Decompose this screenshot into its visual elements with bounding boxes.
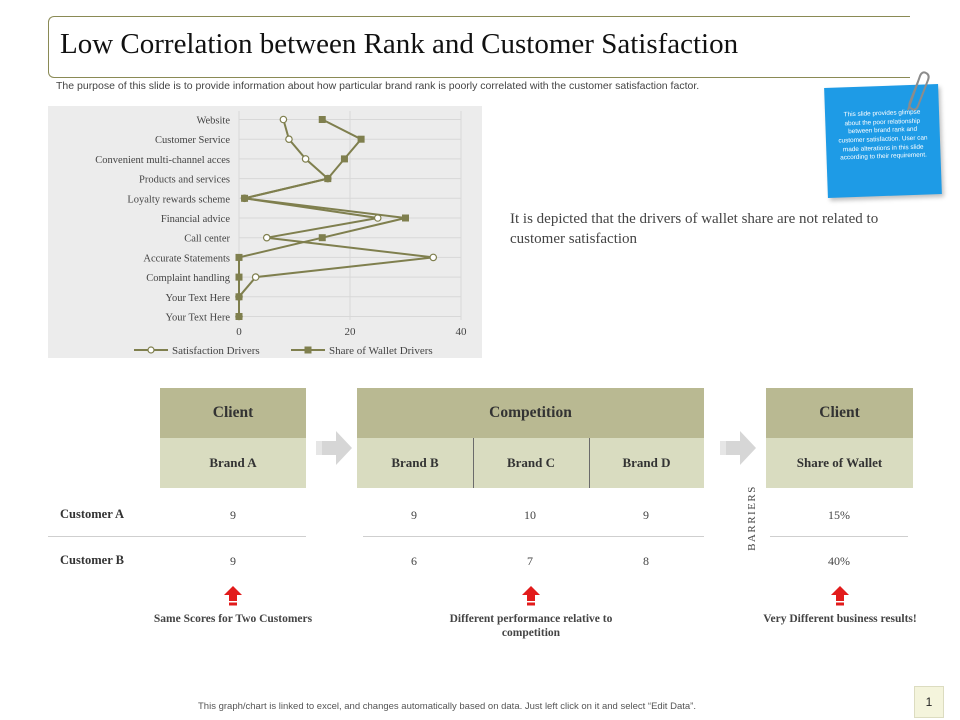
category-label: Customer Service	[155, 135, 230, 146]
arrow-up-icon	[224, 586, 242, 606]
data-point	[301, 155, 310, 163]
data-point	[318, 234, 326, 242]
arrow-right-icon	[720, 431, 756, 465]
data-point	[429, 253, 438, 262]
data-point	[285, 135, 293, 144]
legend-marker	[147, 346, 155, 354]
data-point	[241, 194, 249, 202]
cell-value: 15%	[828, 508, 850, 522]
caption-middle: Different performance relative to compet…	[449, 613, 613, 639]
arrow-up-icon	[831, 586, 849, 606]
legend-marker	[304, 346, 312, 354]
data-point	[262, 233, 271, 242]
description-text: It is depicted that the drivers of walle…	[510, 211, 879, 247]
cell-value: 9	[411, 508, 417, 522]
data-point	[279, 115, 288, 124]
category-label: Website	[196, 116, 230, 127]
header-client-left: Client	[160, 388, 306, 438]
data-point	[235, 293, 243, 301]
arrow-up-icon	[522, 586, 540, 606]
page-number: 1	[914, 686, 944, 718]
category-label: Your Text Here	[166, 293, 231, 304]
line-chart: Website Customer Service Convenient multi-…	[48, 106, 482, 358]
legend-label: Share of Wallet Drivers	[329, 345, 433, 357]
data-point	[235, 313, 243, 320]
brand-d-cell: Brand D	[589, 438, 704, 488]
category-label: Your Text Here	[166, 313, 231, 324]
cell-value: 9	[230, 508, 236, 522]
arrow-right-icon	[316, 431, 352, 465]
row-separator	[770, 536, 908, 537]
cell-value: 6	[411, 554, 417, 568]
data-point	[402, 214, 409, 222]
title-frame	[48, 16, 910, 78]
data-point	[324, 175, 332, 183]
brand-b-cell: Brand B	[357, 438, 473, 488]
page-title: Low Correlation between Rank and Custome…	[60, 28, 739, 60]
brand-divider	[473, 438, 474, 488]
chart-svg: Website Customer Service Convenient multi-…	[95, 111, 468, 357]
data-point	[340, 155, 348, 163]
category-label: Loyalty rewards scheme	[127, 194, 230, 205]
x-tick-label: 40	[456, 326, 468, 338]
category-label: Accurate Statements	[143, 253, 230, 264]
brand-c-cell: Brand C	[473, 438, 589, 488]
data-point	[235, 273, 243, 281]
legend-label: Satisfaction Drivers	[172, 345, 260, 357]
brand-divider	[589, 438, 590, 488]
row-label-customer-b: Customer B	[60, 553, 125, 567]
cell-value: 40%	[828, 554, 850, 568]
data-point	[318, 116, 326, 123]
row-label-customer-a: Customer A	[60, 507, 125, 521]
x-tick-label: 20	[345, 326, 357, 338]
page-subtitle: The purpose of this slide is to provide …	[56, 80, 700, 92]
category-label: Products and services	[139, 175, 230, 186]
data-point	[251, 273, 260, 281]
category-label: Complaint handling	[146, 273, 230, 284]
category-label: Call center	[184, 234, 230, 245]
row-separator	[363, 536, 704, 537]
cell-value: 9	[230, 554, 236, 568]
x-tick-label: 0	[236, 326, 242, 338]
header-competition: Competition	[357, 388, 704, 438]
cell-value: 9	[643, 508, 649, 522]
brand-a-cell: Brand A	[160, 438, 306, 488]
data-point	[235, 253, 243, 261]
barriers-label: BARRIERS	[746, 485, 758, 551]
caption-left: Same Scores for Two Customers	[153, 613, 313, 625]
cell-value: 10	[524, 508, 536, 522]
caption-right: Very Different business results!	[763, 613, 917, 625]
row-separator	[48, 536, 306, 537]
cell-value: 8	[643, 554, 649, 568]
category-label: Convenient multi-channel acces	[95, 155, 230, 166]
share-of-wallet-cell: Share of Wallet	[766, 438, 913, 488]
cell-value: 7	[527, 554, 533, 568]
paperclip-icon	[907, 71, 930, 111]
category-label: Financial advice	[161, 214, 230, 225]
data-point	[357, 135, 365, 143]
footer-text: This graph/chart is linked to excel, and…	[198, 701, 696, 712]
header-client-right: Client	[766, 388, 913, 438]
